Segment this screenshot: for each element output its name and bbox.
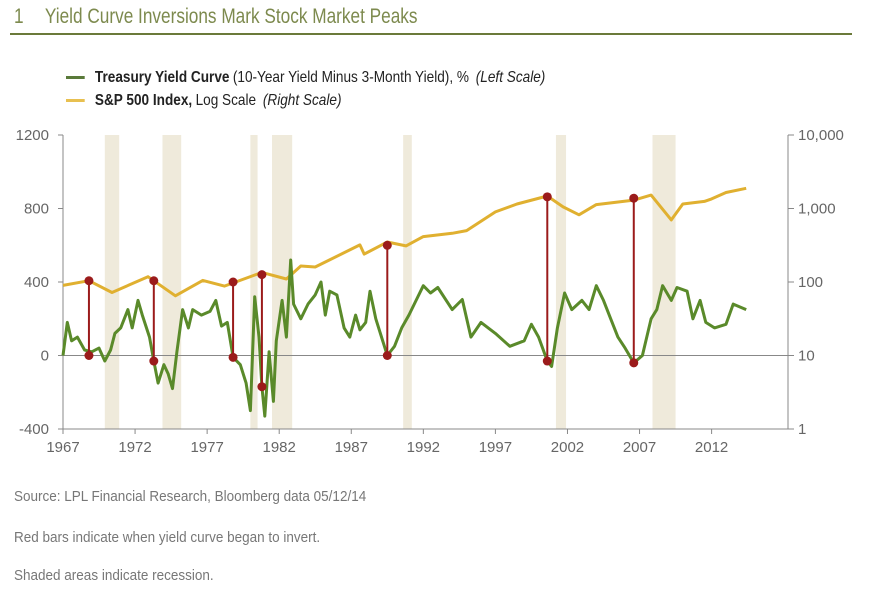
recession-band: [104, 135, 120, 429]
inversion-bottom-dot: [629, 358, 639, 368]
x-tick-label: 1967: [46, 439, 79, 456]
inversion-bottom-dot: [149, 356, 159, 366]
chart-number: 1: [14, 5, 24, 28]
inversion-top-dot: [84, 276, 94, 286]
chart-title: 1 Yield Curve Inversions Mark Stock Marke…: [14, 5, 418, 29]
x-tick-label: 2007: [623, 439, 656, 456]
x-tick-label: 2012: [695, 439, 728, 456]
right-tick-label: 10,000: [798, 127, 844, 144]
x-tick-label: 1972: [118, 439, 151, 456]
left-tick-label: 400: [24, 274, 49, 291]
right-tick-label: 1: [798, 421, 806, 438]
inversion-bottom-dot: [382, 351, 392, 360]
left-tick-label: -400: [19, 421, 49, 438]
footnote-recession: Shaded areas indicate recession.: [14, 567, 214, 584]
footnote-inversion: Red bars indicate when yield curve began…: [14, 529, 321, 546]
inversion-top-dot: [228, 277, 238, 287]
left-tick-label: 0: [41, 348, 49, 365]
x-tick-label: 1992: [407, 439, 440, 456]
chart: 1200 800 400 0 -400 10,000 1,000 100 10 1 1967 1972…: [16, 127, 844, 456]
legend-italic: (Right Scale): [262, 91, 342, 109]
legend-swatch: [66, 99, 85, 102]
legend-bold: Treasury Yield Curve: [94, 68, 230, 86]
sp500-line: [62, 186, 747, 298]
x-tick-label: 1982: [263, 439, 296, 456]
inversion-top-dot: [382, 240, 392, 250]
title-rule: [10, 33, 852, 35]
right-tick-label: 100: [798, 274, 823, 291]
inversion-top-dot: [257, 270, 267, 280]
right-tick-label: 10: [798, 348, 815, 365]
title-text: Yield Curve Inversions Mark Stock Market…: [44, 5, 418, 28]
legend-swatch: [66, 76, 85, 79]
right-tick-label: 1,000: [798, 201, 836, 218]
legend-text: (10-Year Yield Minus 3-Month Yield), %: [232, 68, 469, 86]
legend-item-yield: Treasury Yield Curve (10-Year Yield Minus…: [66, 66, 545, 89]
left-tick-label: 800: [24, 201, 49, 218]
inversion-top-dot: [629, 193, 639, 203]
legend: Treasury Yield Curve (10-Year Yield Minus…: [66, 66, 630, 112]
inversion-bottom-dot: [542, 356, 552, 366]
source-note: Source: LPL Financial Research, Bloomber…: [14, 488, 367, 505]
yield-curve-line: [61, 258, 747, 418]
inversion-top-dot: [542, 192, 552, 202]
recession-band: [403, 135, 412, 429]
recession-band: [652, 135, 676, 429]
inversion-bottom-dot: [84, 351, 94, 360]
x-tick-label: 1987: [335, 439, 368, 456]
left-tick-label: 1200: [16, 127, 49, 144]
x-tick-label: 1997: [479, 439, 512, 456]
recession-band: [555, 135, 567, 429]
legend-bold: S&P 500 Index,: [94, 91, 193, 109]
inversion-top-dot: [149, 276, 159, 286]
legend-text: Log Scale: [195, 91, 257, 109]
inversion-bottom-dot: [228, 352, 238, 362]
legend-italic: (Left Scale): [475, 68, 546, 86]
legend-item-sp500: S&P 500 Index, Log Scale (Right Scale): [66, 89, 545, 112]
recession-band: [250, 135, 258, 429]
x-tick-label: 1977: [190, 439, 223, 456]
inversion-bottom-dot: [257, 382, 267, 392]
x-tick-label: 2002: [551, 439, 584, 456]
